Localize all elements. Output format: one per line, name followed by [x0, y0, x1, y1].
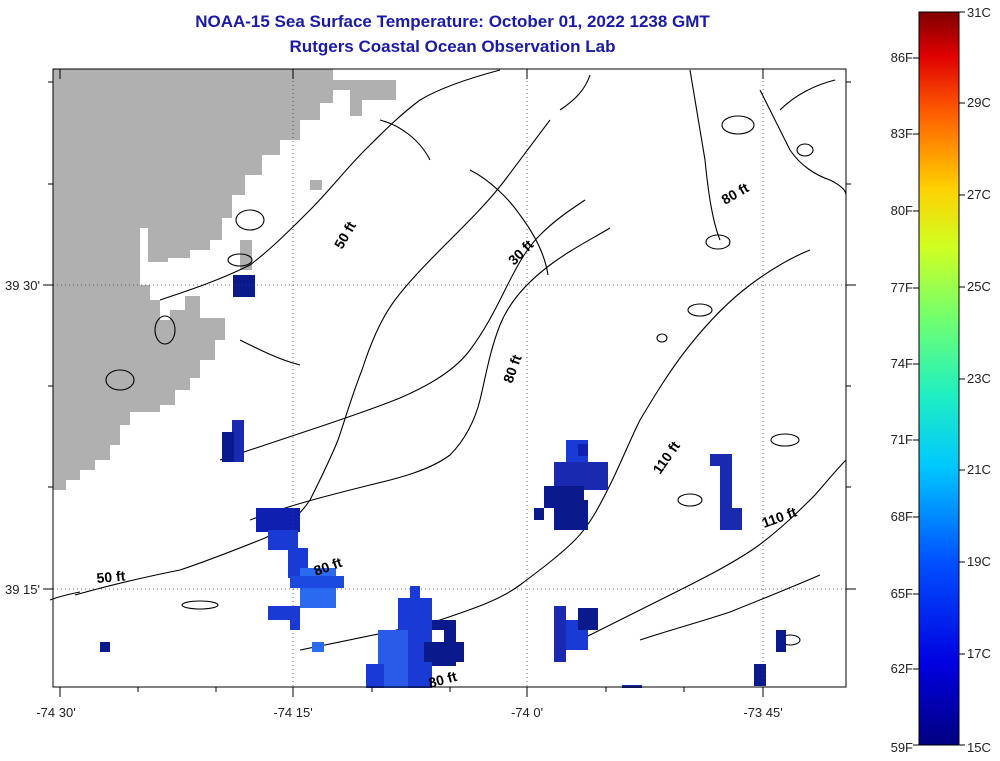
colorbar-c-label: 29C	[967, 95, 991, 110]
x-tick-label: -74 0'	[511, 705, 543, 720]
colorbar-f-label: 80F	[891, 203, 913, 218]
colorbar-f-label: 83F	[891, 126, 913, 141]
colorbar-c-label: 17C	[967, 646, 991, 661]
colorbar-f-label: 71F	[891, 432, 913, 447]
x-tick-label: -74 30'	[36, 705, 75, 720]
colorbar-c-label: 15C	[967, 740, 991, 755]
colorbar-c-label: 25C	[967, 279, 991, 294]
y-tick-label: 39 15'	[5, 582, 40, 597]
x-tick-label: -74 15'	[273, 705, 312, 720]
colorbar-c-label: 19C	[967, 554, 991, 569]
colorbar-f-label: 86F	[891, 50, 913, 65]
colorbar-f-label: 77F	[891, 280, 913, 295]
colorbar-c-label: 21C	[967, 462, 991, 477]
depth-contours	[49, 69, 847, 651]
colorbar-f-label: 59F	[891, 740, 913, 755]
colorbar-c-label: 23C	[967, 371, 991, 386]
contour-label: 50 ft	[96, 568, 126, 586]
colorbar-ticks	[913, 11, 965, 746]
map-title: NOAA-15 Sea Surface Temperature: October…	[195, 12, 710, 31]
colorbar	[918, 11, 960, 746]
y-tick-label: 39 30'	[5, 278, 40, 293]
x-tick-label: -73 45'	[743, 705, 782, 720]
colorbar-c-label: 31C	[967, 5, 991, 20]
colorbar-f-label: 62F	[891, 661, 913, 676]
colorbar-f-label: 74F	[891, 356, 913, 371]
colorbar-f-label: 65F	[891, 586, 913, 601]
colorbar-c-label: 27C	[967, 187, 991, 202]
contour-label: 80 ft	[427, 668, 459, 691]
map-grid	[53, 69, 846, 687]
axis-ticks	[43, 69, 856, 697]
map-subtitle: Rutgers Coastal Ocean Observation Lab	[289, 37, 616, 56]
colorbar-f-label: 68F	[891, 509, 913, 524]
sst-pixels	[100, 275, 786, 688]
